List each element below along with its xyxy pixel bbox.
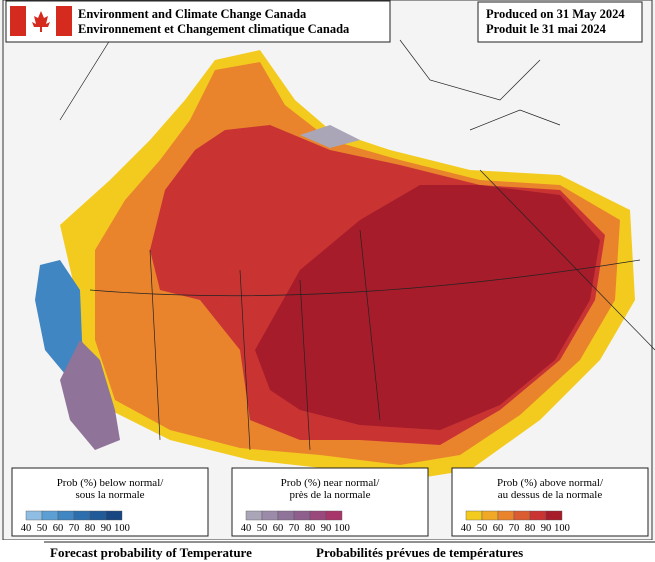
legend-title: sous la normale — [75, 489, 144, 501]
legend-scale-label: 60 — [273, 523, 284, 534]
legend-scale-label: 90 — [321, 523, 332, 534]
legend-swatch — [529, 510, 547, 521]
legend-scale-label: 40 — [21, 523, 32, 534]
agency-fr: Environnement et Changement climatique C… — [78, 22, 350, 36]
legend-swatch — [57, 510, 75, 521]
legend-scale-label: 70 — [69, 523, 80, 534]
legend-scale-label: 60 — [53, 523, 64, 534]
legend-title: Prob (%) near normal/ — [281, 477, 381, 489]
footer-en: Forecast probability of Temperature — [50, 545, 252, 560]
maple-leaf — [32, 11, 50, 32]
legend-title: Prob (%) above normal/ — [497, 477, 604, 489]
legend-scale-label: 40 — [461, 523, 472, 534]
legend-scale-label: 70 — [289, 523, 300, 534]
legend-swatch — [105, 510, 123, 521]
legend-swatch — [89, 510, 107, 521]
legend-swatch — [277, 510, 295, 521]
legend-title: au dessus de la normale — [498, 489, 603, 501]
footer-bar — [0, 540, 655, 562]
legend-scale-label: 40 — [241, 523, 252, 534]
legend-box — [231, 467, 429, 537]
legend-box — [451, 467, 649, 537]
legend-swatch — [309, 510, 327, 521]
flag-band — [10, 6, 26, 36]
legend-scale-label: 100 — [554, 523, 570, 534]
legend-scale-label: 50 — [37, 523, 48, 534]
legend-scale-label: 90 — [101, 523, 112, 534]
legend-swatch — [73, 510, 91, 521]
legend-scale-label: 100 — [114, 523, 130, 534]
legend-scale-label: 80 — [85, 523, 96, 534]
legend-swatch — [481, 510, 499, 521]
legend-swatch — [25, 510, 43, 521]
produced-en: Produced on 31 May 2024 — [486, 7, 625, 21]
agency-en: Environment and Climate Change Canada — [78, 7, 307, 21]
legend-box — [11, 467, 209, 537]
legend-swatch — [245, 510, 263, 521]
legend-swatch — [261, 510, 279, 521]
legend-scale-label: 90 — [541, 523, 552, 534]
legend-swatch — [293, 510, 311, 521]
produced-fr: Produit le 31 mai 2024 — [486, 22, 607, 36]
date-box — [477, 1, 643, 43]
legend-scale-label: 80 — [525, 523, 536, 534]
legend-swatch — [545, 510, 563, 521]
legend-scale-label: 100 — [334, 523, 350, 534]
legend-scale-label: 50 — [257, 523, 268, 534]
legend-swatch — [513, 510, 531, 521]
legend-swatch — [465, 510, 483, 521]
legend-scale-label: 60 — [493, 523, 504, 534]
flag-band — [56, 6, 72, 36]
legends: Prob (%) below normal/sous la normale 40 5… — [11, 467, 649, 537]
legend-title: Prob (%) below normal/ — [57, 477, 165, 489]
legend-scale-label: 80 — [305, 523, 316, 534]
legend-scale-label: 70 — [509, 523, 520, 534]
legend-scale-label: 50 — [477, 523, 488, 534]
legend-swatch — [41, 510, 59, 521]
legend-title: près de la normale — [290, 489, 371, 501]
legend-swatch — [325, 510, 343, 521]
legend-swatch — [497, 510, 515, 521]
map — [35, 19, 655, 478]
footer-fr: Probabilités prévues de températures — [316, 545, 523, 560]
